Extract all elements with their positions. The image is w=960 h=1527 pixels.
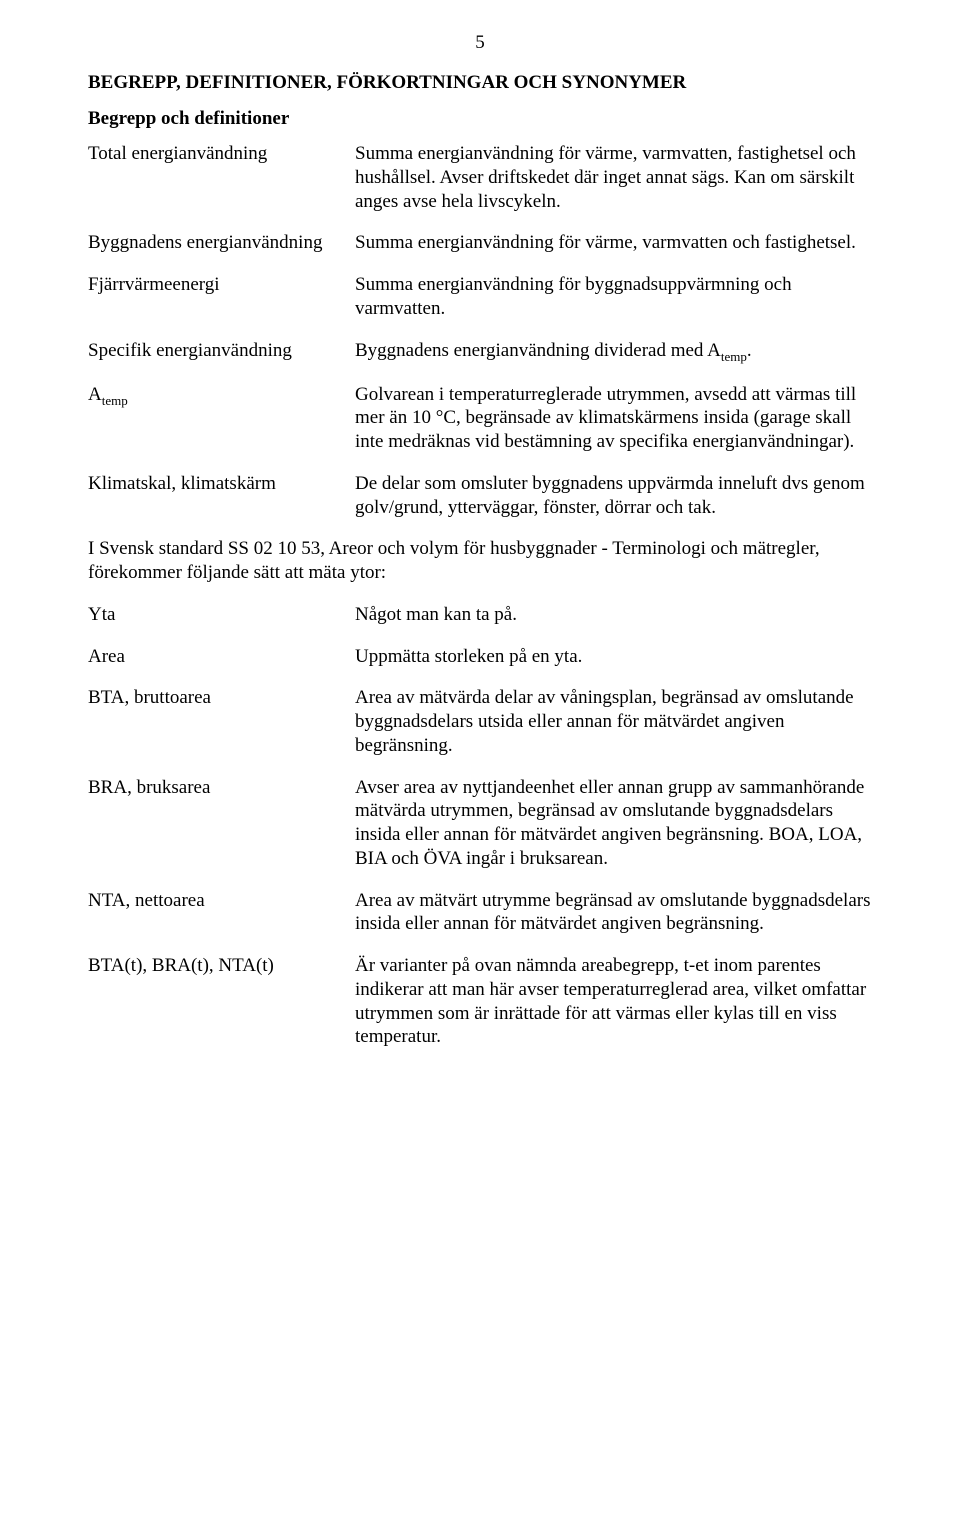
definition-text: Är varianter på ovan nämnda areabegrepp,… (355, 954, 872, 1049)
definition-text: Uppmätta storleken på en yta. (355, 645, 872, 669)
definition-text-part: Byggnadens energianvändning dividerad me… (355, 340, 721, 361)
definition-text-part: . (747, 340, 752, 361)
definition-text: Summa energianvändning för värme, varmva… (355, 231, 872, 255)
definition-term: Byggnadens energianvändning (88, 231, 355, 255)
definition-text: Avser area av nyttjandeenhet eller annan… (355, 776, 872, 871)
definition-term: Fjärrvärmeenergi (88, 273, 355, 297)
definition-row: BRA, bruksarea Avser area av nyttjandeen… (88, 776, 872, 871)
definition-term: Specifik energianvändning (88, 339, 355, 363)
definition-term-part: A (88, 384, 102, 405)
definition-row: Fjärrvärmeenergi Summa energianvändning … (88, 273, 872, 321)
definition-term: BTA, bruttoarea (88, 686, 355, 710)
definition-term: Atemp (88, 383, 355, 409)
mid-paragraph: I Svensk standard SS 02 10 53, Areor och… (88, 537, 872, 585)
definition-term: BRA, bruksarea (88, 776, 355, 800)
page-number: 5 (88, 32, 872, 54)
sub-heading: Begrepp och definitioner (88, 108, 872, 130)
definition-row: Atemp Golvarean i temperaturreglerade ut… (88, 383, 872, 454)
definition-term: NTA, nettoarea (88, 889, 355, 913)
definition-row: Area Uppmätta storleken på en yta. (88, 645, 872, 669)
definition-row: Yta Något man kan ta på. (88, 603, 872, 627)
definition-row: BTA(t), BRA(t), NTA(t) Är varianter på o… (88, 954, 872, 1049)
definition-term: Yta (88, 603, 355, 627)
document-page: 5 BEGREPP, DEFINITIONER, FÖRKORTNINGAR O… (0, 0, 960, 1527)
definition-text: Något man kan ta på. (355, 603, 872, 627)
definition-row: Total energianvändning Summa energianvän… (88, 142, 872, 213)
definition-term: Area (88, 645, 355, 669)
definition-row: Klimatskal, klimatskärm De delar som oms… (88, 472, 872, 520)
subscript: temp (102, 392, 128, 407)
definition-row: Byggnadens energianvändning Summa energi… (88, 231, 872, 255)
definition-text: Golvarean i temperaturreglerade utrymmen… (355, 383, 872, 454)
definition-text: Summa energianvändning för byggnadsuppvä… (355, 273, 872, 321)
definition-text: Area av mätvärt utrymme begränsad av oms… (355, 889, 872, 937)
subscript: temp (721, 348, 747, 363)
definition-row: NTA, nettoarea Area av mätvärt utrymme b… (88, 889, 872, 937)
definition-text: De delar som omsluter byggnadens uppvärm… (355, 472, 872, 520)
definition-row: BTA, bruttoarea Area av mätvärda delar a… (88, 686, 872, 757)
main-heading: BEGREPP, DEFINITIONER, FÖRKORTNINGAR OCH… (88, 72, 872, 94)
definition-text: Byggnadens energianvändning dividerad me… (355, 339, 872, 365)
definition-row: Specifik energianvändning Byggnadens ene… (88, 339, 872, 365)
definition-term: BTA(t), BRA(t), NTA(t) (88, 954, 355, 978)
definition-term: Klimatskal, klimatskärm (88, 472, 355, 496)
definition-text: Area av mätvärda delar av våningsplan, b… (355, 686, 872, 757)
definition-term: Total energianvändning (88, 142, 355, 166)
definition-text: Summa energianvändning för värme, varmva… (355, 142, 872, 213)
